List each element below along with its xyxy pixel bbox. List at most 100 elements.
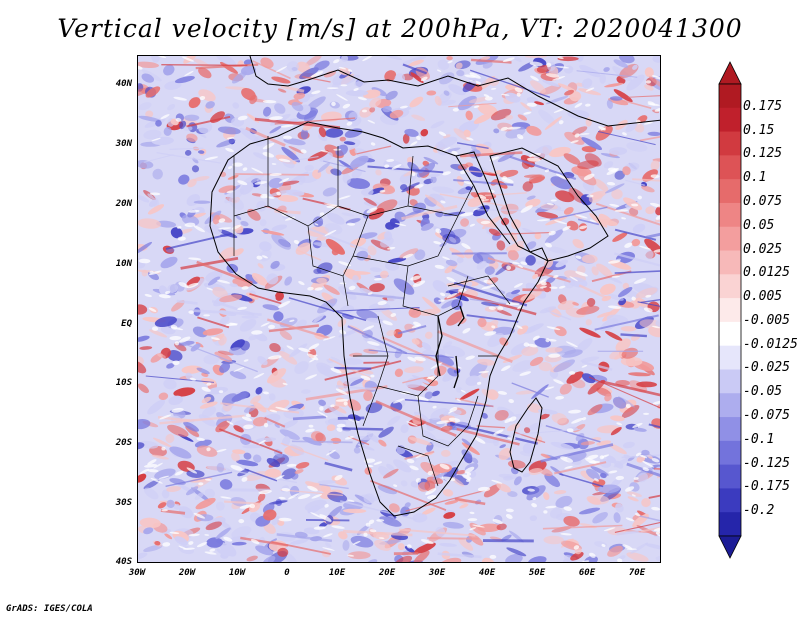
field-patch: [510, 466, 519, 475]
field-speckle: [462, 327, 471, 334]
field-patch: [580, 441, 596, 446]
field-patch: [193, 200, 211, 204]
field-patch: [205, 101, 215, 109]
field-speckle: [573, 545, 580, 550]
field-streak: [188, 309, 262, 316]
field-patch: [246, 292, 259, 300]
field-patch: [610, 426, 622, 436]
field-speckle: [464, 466, 475, 474]
field-streak: [614, 270, 660, 274]
field-speckle: [263, 391, 269, 395]
field-patch: [555, 495, 573, 508]
field-patch: [588, 192, 603, 203]
field-patch: [138, 440, 159, 449]
field-patch: [269, 125, 282, 134]
field-speckle: [147, 469, 159, 473]
field-patch: [563, 516, 580, 527]
field-speckle: [360, 375, 371, 381]
field-speckle: [374, 278, 382, 281]
field-speckle: [172, 360, 180, 366]
field-speckle: [483, 94, 490, 98]
field-speckle: [574, 133, 580, 138]
field-patch: [271, 76, 291, 84]
field-speckle: [188, 541, 194, 545]
field-speckle: [170, 324, 178, 330]
field-patch: [461, 449, 473, 459]
field-streak: [145, 375, 215, 383]
field-speckle: [645, 80, 652, 84]
field-patch: [525, 198, 541, 208]
field-speckle: [324, 229, 337, 237]
lon-tick-label: 70E: [628, 568, 646, 578]
field-patch: [555, 259, 569, 268]
field-speckle: [651, 506, 660, 511]
field-speckle: [639, 454, 648, 459]
field-patch: [458, 538, 474, 551]
field-patch: [645, 206, 656, 215]
field-speckle: [139, 468, 150, 475]
field-patch: [138, 360, 147, 374]
field-patch: [584, 555, 598, 562]
field-speckle: [411, 324, 421, 329]
field-speckle: [280, 124, 294, 128]
field-patch: [219, 479, 233, 490]
field-patch: [339, 136, 346, 142]
field-speckle: [309, 358, 316, 363]
field-patch: [305, 56, 322, 67]
field-speckle: [382, 320, 393, 326]
field-patch: [526, 326, 536, 333]
field-streak: [597, 131, 656, 146]
field-speckle: [182, 56, 194, 62]
field-patch: [461, 442, 480, 456]
field-patch: [647, 131, 660, 137]
field-patch: [378, 439, 387, 447]
field-speckle: [406, 458, 415, 464]
field-patch: [621, 347, 639, 359]
field-patch: [526, 241, 537, 250]
africa-coastline: [209, 121, 549, 517]
field-speckle: [237, 306, 248, 311]
field-patch: [413, 550, 430, 562]
field-speckle: [586, 194, 594, 198]
field-patch: [160, 256, 178, 269]
field-patch: [149, 329, 168, 338]
field-speckle: [647, 103, 660, 106]
field-streak: [439, 193, 509, 208]
field-speckle: [254, 181, 268, 185]
field-speckle: [631, 296, 636, 301]
field-patch: [586, 468, 600, 480]
colorbar-top-arrow: [718, 61, 742, 85]
field-patch: [254, 332, 268, 342]
field-patch: [393, 459, 412, 473]
field-patch: [534, 232, 542, 240]
field-patch: [151, 56, 160, 63]
field-patch: [551, 412, 568, 424]
field-speckle: [144, 464, 158, 468]
field-patch: [364, 467, 373, 475]
field-speckle: [346, 121, 353, 126]
field-speckle: [491, 325, 496, 329]
colorbar-label: 0.0125: [743, 265, 790, 281]
field-patch: [465, 186, 472, 191]
field-patch: [591, 266, 599, 276]
field-patch: [218, 229, 238, 239]
field-speckle: [539, 286, 547, 289]
field-patch: [294, 361, 309, 375]
field-patch: [596, 440, 612, 446]
field-patch: [553, 490, 567, 495]
field-patch: [550, 441, 574, 450]
field-streak: [197, 316, 230, 329]
field-streak: [165, 471, 233, 487]
field-patch: [434, 365, 447, 377]
field-patch: [314, 60, 330, 71]
field-speckle: [347, 418, 360, 423]
field-patch: [508, 56, 522, 63]
field-streak: [471, 58, 512, 64]
field-patch: [426, 90, 437, 96]
field-patch: [599, 219, 618, 226]
field-patch: [342, 540, 350, 551]
field-speckle: [492, 518, 503, 525]
field-patch: [384, 70, 397, 82]
field-patch: [252, 454, 262, 463]
field-streak: [469, 298, 509, 305]
